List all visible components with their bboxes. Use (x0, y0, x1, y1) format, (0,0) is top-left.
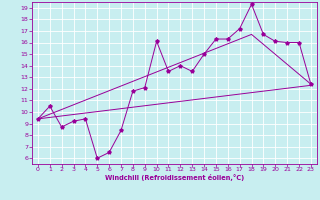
X-axis label: Windchill (Refroidissement éolien,°C): Windchill (Refroidissement éolien,°C) (105, 174, 244, 181)
